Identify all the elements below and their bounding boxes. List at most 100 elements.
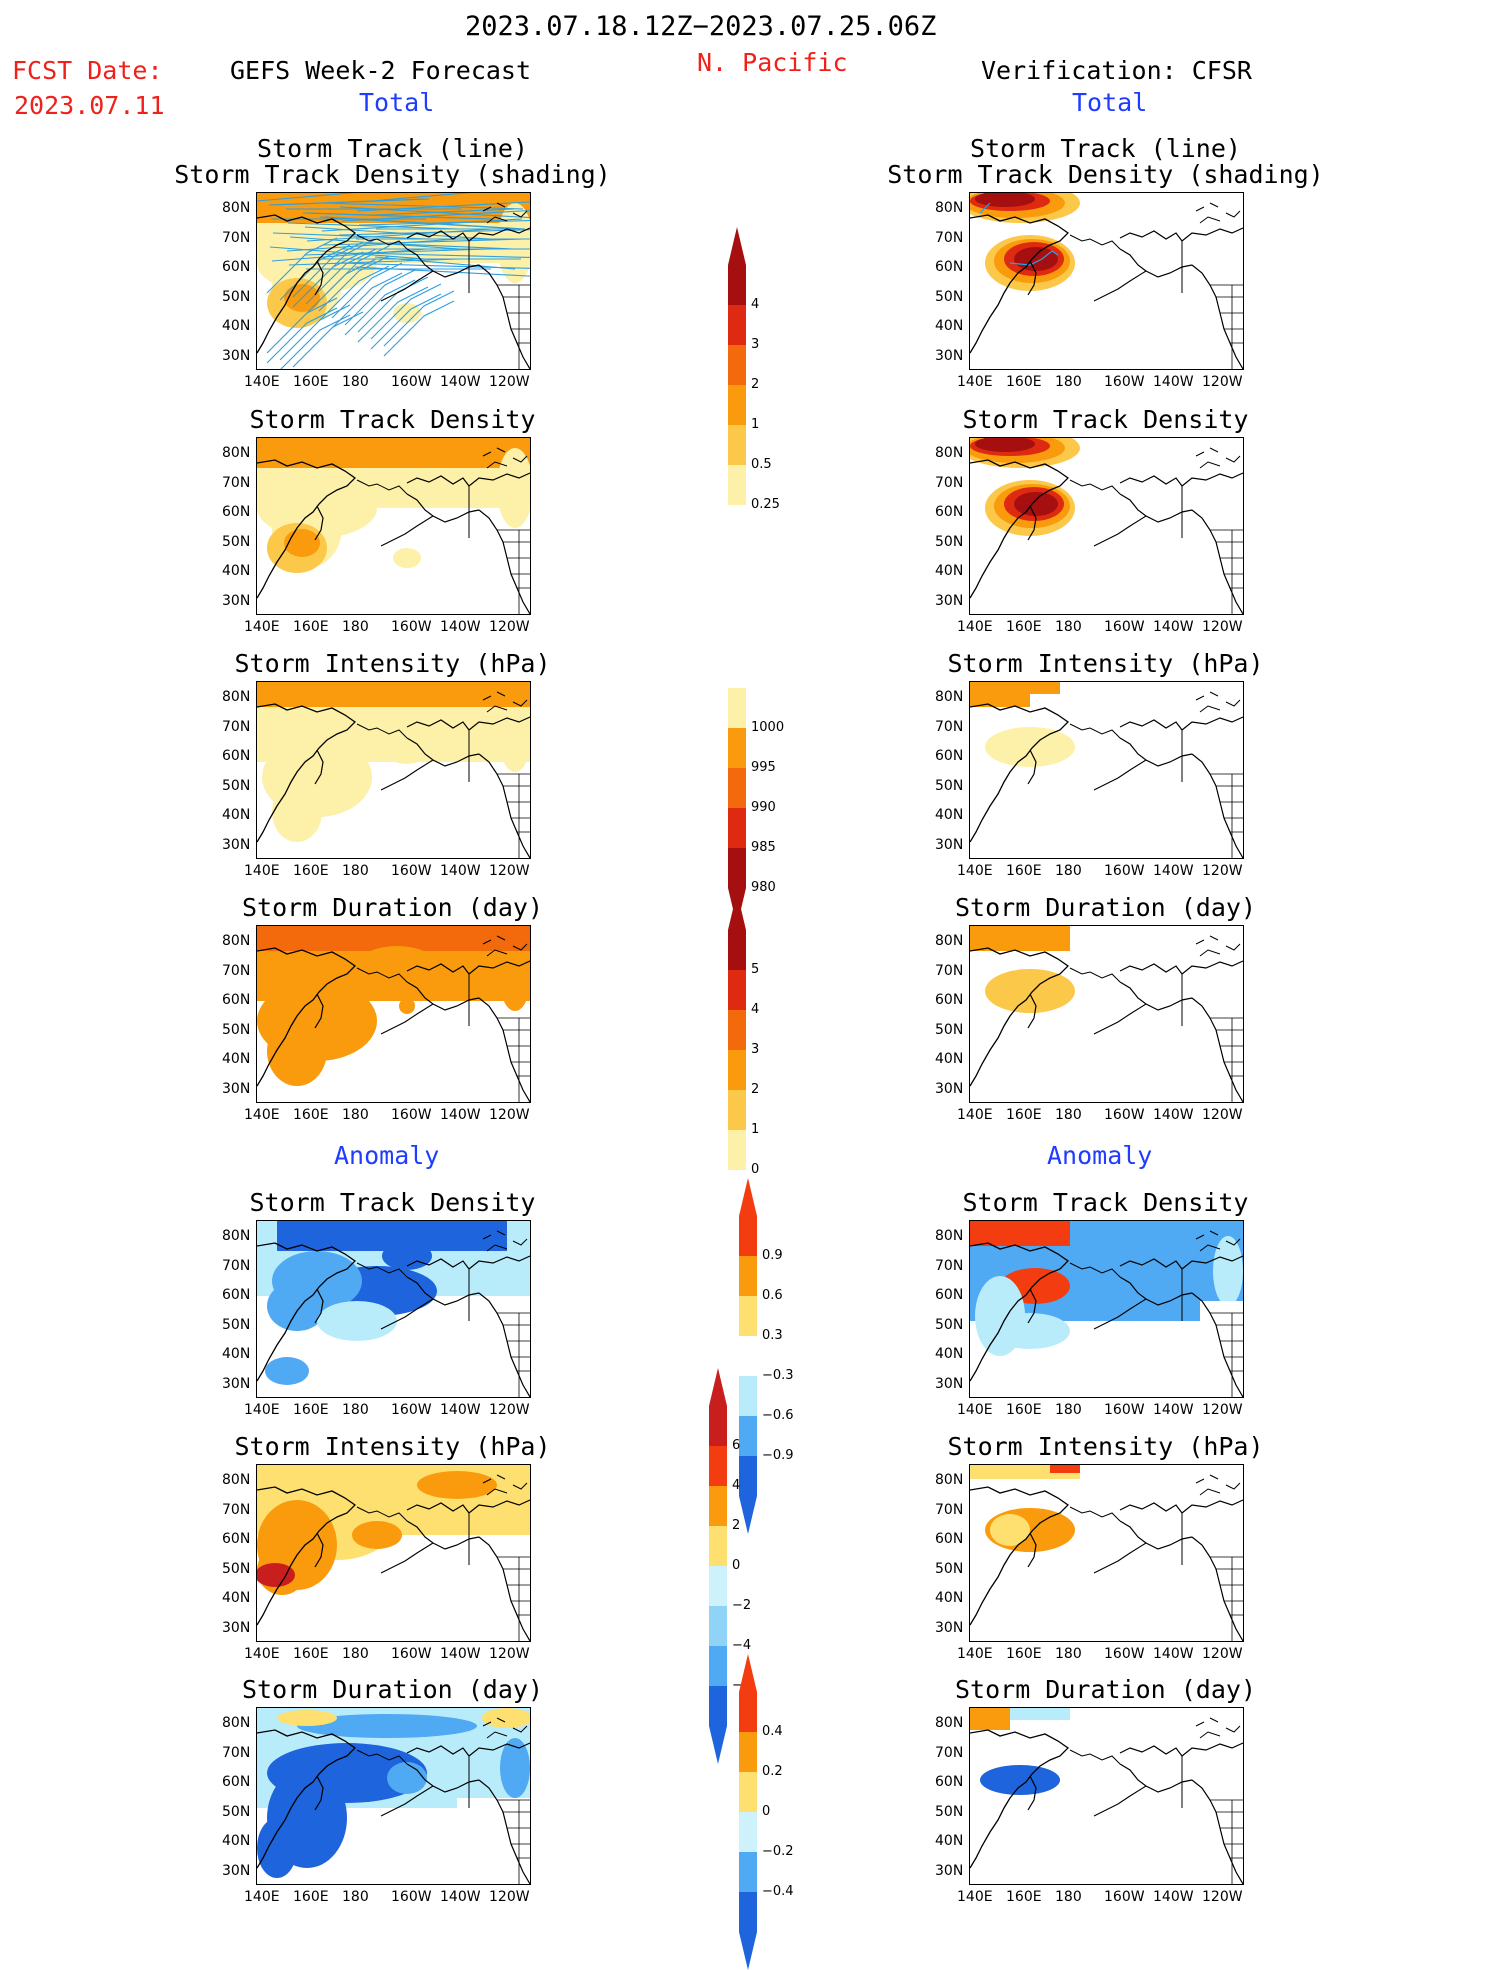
lon-tick-label: 140W [1153,1402,1194,1418]
lat-tick-label: 50N [222,1316,251,1333]
lon-tick-label: 160E [293,374,329,390]
lon-tick-label: 160E [293,1889,329,1905]
lon-tick-label: 160E [293,1107,329,1123]
gefs-dens-title-0: Storm Track Density [249,405,536,434]
cfsr-track-title-1: Storm Track Density (shading) [887,160,1324,189]
lat-tick-label: 40N [222,563,251,579]
density-colorbar-label: 4 [751,297,760,312]
cfsr-dur-map [969,925,1244,1103]
lon-tick-label: 140E [957,1889,993,1905]
gefs-adur-title-0: Storm Duration (day) [241,1675,544,1704]
intensity-colorbar-swatch [728,688,746,728]
lat-tick-label: 50N [935,288,964,305]
lat-tick-label: 40N [222,1833,251,1849]
duration-colorbar-label: 3 [751,1042,760,1057]
lat-tick-label: 80N [222,1472,251,1488]
cfsr-adur-title-0: Storm Duration (day) [954,1675,1257,1704]
lon-tick-label: 140W [440,374,481,390]
lat-tick-label: 80N [222,200,251,216]
lat-tick-label: 70N [222,1257,251,1274]
lat-tick-label: 70N [222,1501,251,1518]
intensity-colorbar-label: 980 [751,880,776,895]
gefs-aint-map [256,1464,531,1642]
duration-colorbar-swatch [728,1050,746,1090]
lat-tick-label: 50N [222,1560,251,1577]
lat-tick-label: 80N [222,933,251,949]
lon-tick-label: 120W [1202,1889,1243,1905]
lon-tick-label: 140E [957,619,993,635]
anom_duration-colorbar-swatch [739,1772,757,1812]
cfsr-adens-map [969,1220,1244,1398]
lon-tick-label: 120W [489,863,530,879]
lat-tick-label: 60N [222,504,251,520]
lat-tick-label: 60N [222,259,251,275]
lon-tick-label: 140E [244,863,280,879]
gefs-adur-map [256,1707,531,1885]
anom_duration-colorbar-max-arrow [739,1654,757,1692]
lon-tick-label: 180 [1055,619,1082,635]
lon-tick-label: 120W [1202,619,1243,635]
fcst-date-value: 2023.07.11 [14,91,165,120]
lat-tick-label: 70N [935,718,964,735]
lon-tick-label: 180 [1055,374,1082,390]
duration-colorbar-swatch [728,970,746,1010]
lat-tick-label: 30N [222,836,251,853]
density-colorbar-swatch [728,425,746,465]
lat-tick-label: 40N [222,1051,251,1067]
lat-tick-label: 50N [935,1803,964,1820]
lon-tick-label: 140E [244,374,280,390]
lat-tick-label: 30N [935,836,964,853]
intensity-colorbar-label: 995 [751,760,776,775]
lon-tick-label: 160W [1104,1889,1145,1905]
anom_intensity-colorbar-swatch [709,1686,727,1726]
lon-tick-label: 180 [342,1107,369,1123]
anom_duration-colorbar-label: 0 [762,1804,771,1819]
lat-tick-label: 70N [935,229,964,246]
lat-tick-label: 60N [222,1774,251,1790]
gefs-adens-map [256,1220,531,1398]
lon-tick-label: 160E [1006,374,1042,390]
anom_density-colorbar-label: −0.9 [762,1448,794,1463]
lon-tick-label: 140W [1153,1889,1194,1905]
gefs-int-map [256,681,531,859]
lat-tick-label: 40N [935,1590,964,1606]
lat-tick-label: 70N [222,1744,251,1761]
gefs-dur-map [256,925,531,1103]
lon-tick-label: 120W [1202,863,1243,879]
lat-tick-label: 70N [935,962,964,979]
density-colorbar-swatch [728,385,746,425]
region-label: N. Pacific [697,48,848,77]
lon-tick-label: 160E [1006,1889,1042,1905]
anom_density-colorbar-label: 0.6 [762,1288,783,1303]
lon-tick-label: 140W [1153,374,1194,390]
cfsr-track-title-0: Storm Track (line) [970,134,1241,163]
lat-tick-label: 30N [935,1080,964,1097]
lon-tick-label: 160W [391,619,432,635]
lon-tick-label: 160W [1104,619,1145,635]
duration-colorbar-label: 2 [751,1082,760,1097]
lon-tick-label: 140E [957,374,993,390]
lon-tick-label: 160W [391,374,432,390]
anom_intensity-colorbar-label: 6 [732,1438,741,1453]
anom_density-colorbar-swatch [739,1296,757,1336]
gefs-adens-map-graphic [257,1221,530,1397]
anom_density-colorbar-swatch [739,1376,757,1416]
cfsr-track-map-graphic [970,193,1243,369]
duration-colorbar-swatch [728,930,746,970]
lat-tick-label: 50N [222,288,251,305]
left-column-title: GEFS Week-2 Forecast [230,56,532,85]
anom_duration-colorbar-swatch [739,1732,757,1772]
lon-tick-label: 140E [957,1646,993,1662]
gefs-adur-map-graphic [257,1708,530,1884]
anom_intensity-colorbar-swatch [709,1446,727,1486]
intensity-colorbar-swatch [728,728,746,768]
lat-tick-label: 80N [935,1472,964,1488]
lon-tick-label: 140E [244,619,280,635]
anom_intensity-colorbar-swatch [709,1646,727,1686]
lon-tick-label: 180 [342,863,369,879]
anom_duration-colorbar-min-arrow [739,1932,757,1970]
lon-tick-label: 140W [440,1107,481,1123]
gefs-dens-map-graphic [257,438,530,614]
cfsr-dens-map-graphic [970,438,1243,614]
lat-tick-label: 50N [222,777,251,794]
